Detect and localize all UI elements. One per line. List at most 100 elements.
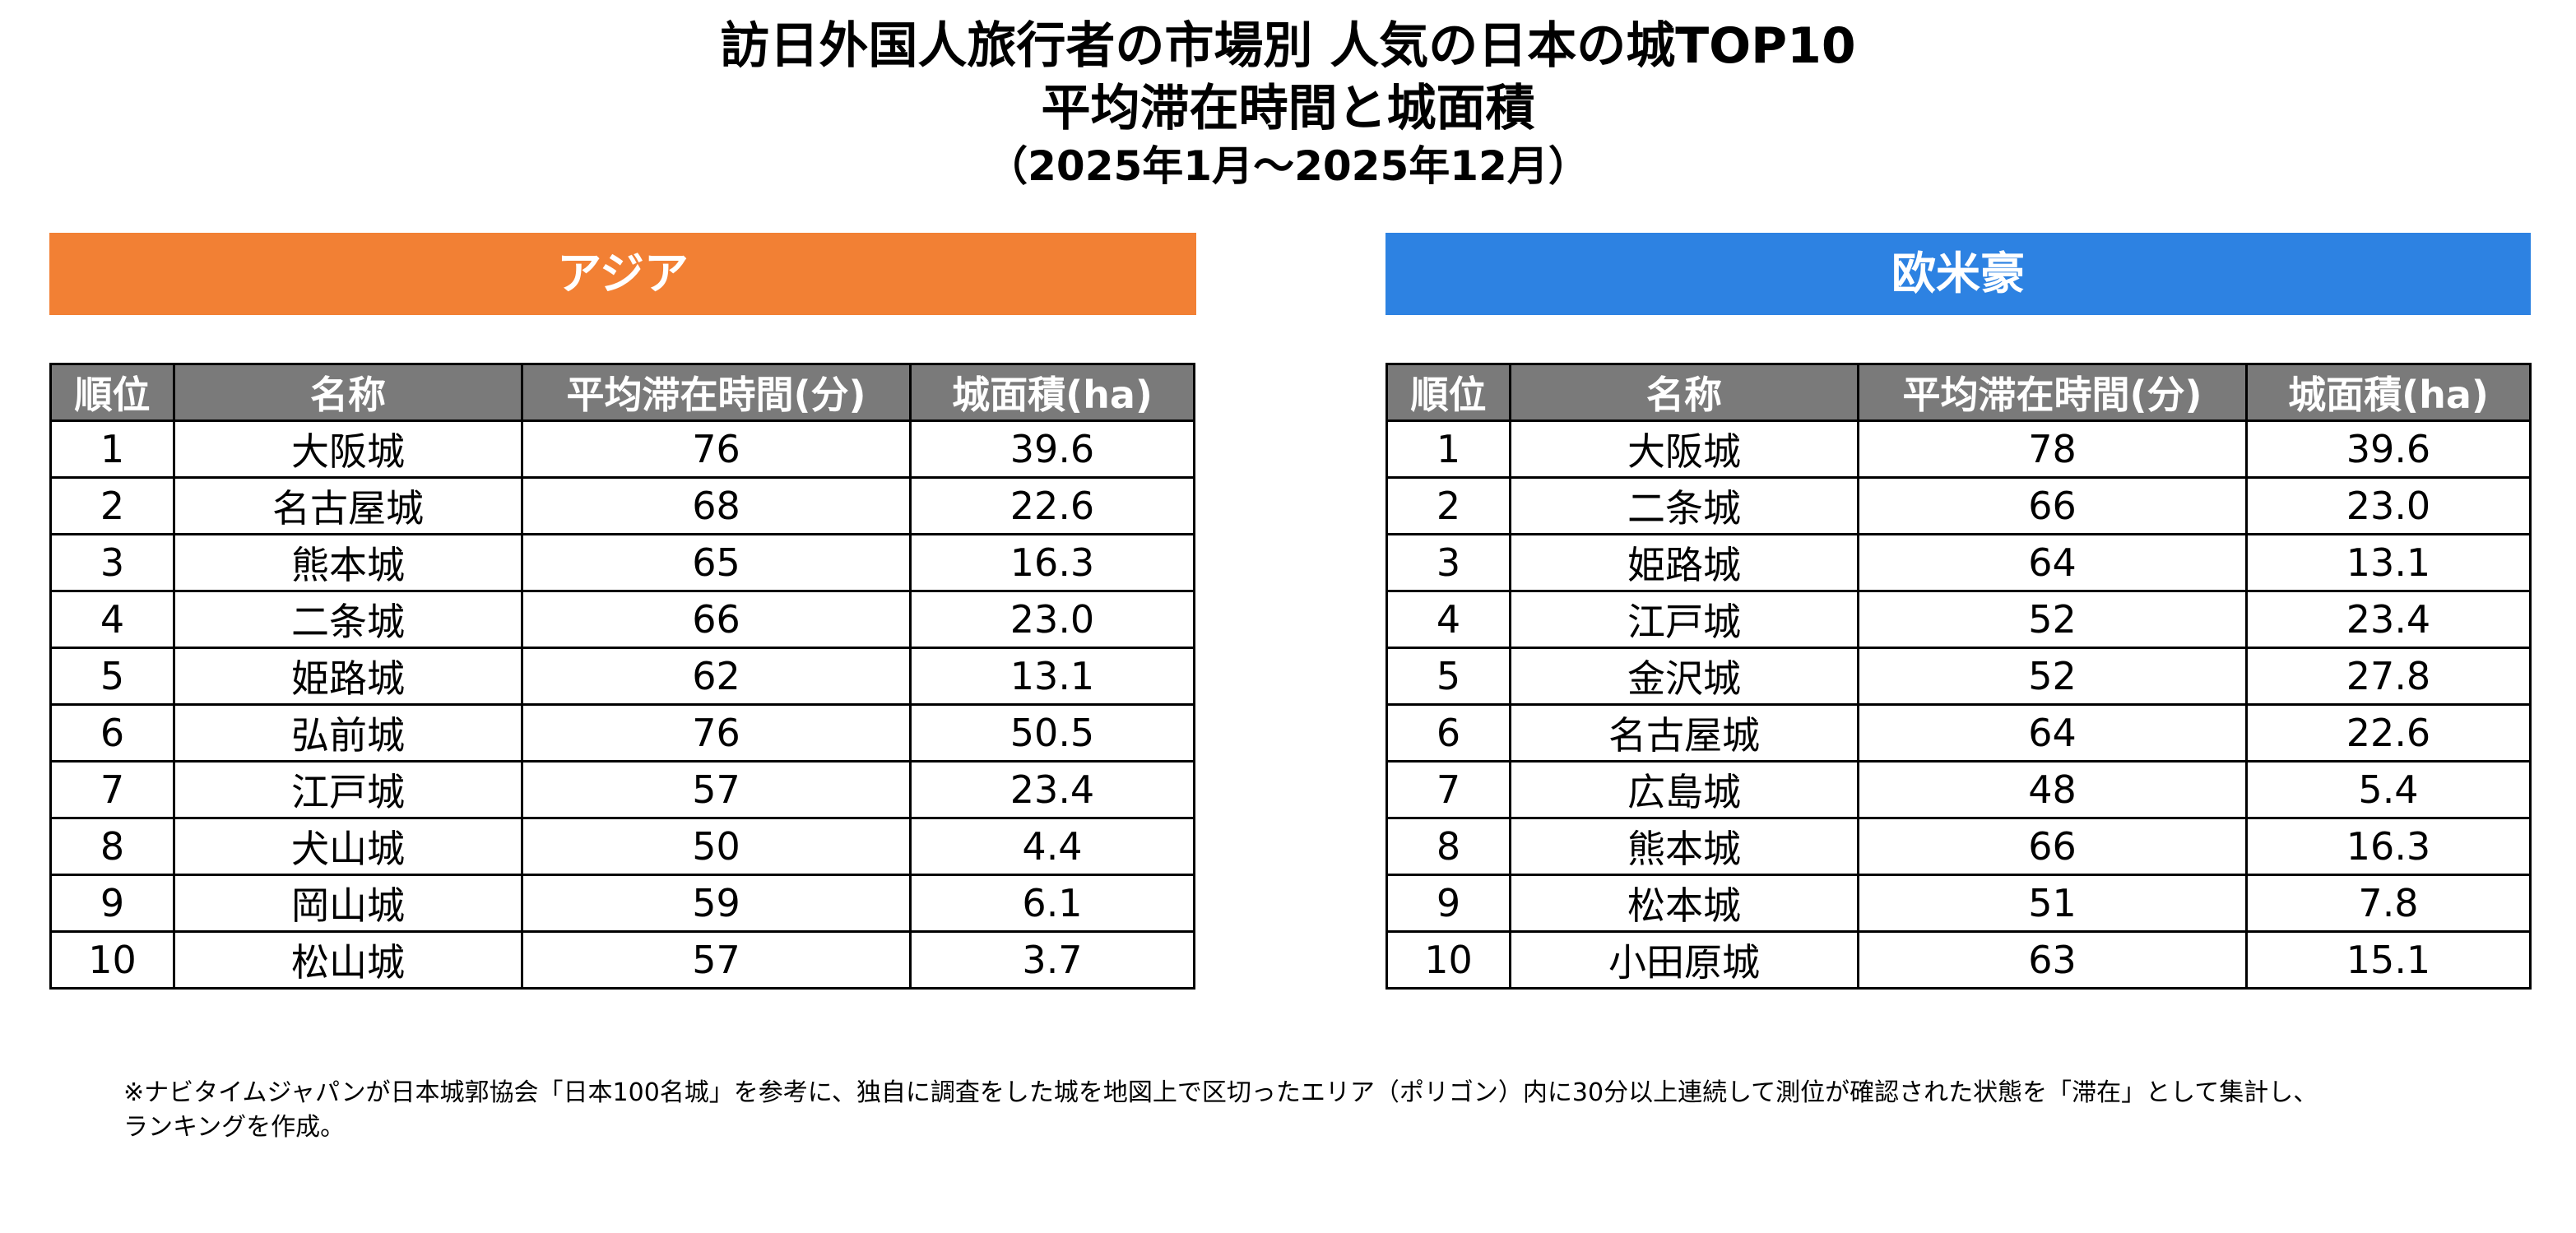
table-row: 5 金沢城 52 27.8	[1385, 647, 2532, 706]
area-cell: 23.0	[2245, 476, 2532, 535]
rank-cell: 10	[1385, 930, 1511, 990]
castle-name-cell: 松山城	[173, 930, 523, 990]
castle-name-cell: 熊本城	[1509, 817, 1859, 876]
table-row: 10 小田原城 63 15.1	[1385, 930, 2532, 990]
avg-stay-cell: 65	[521, 533, 912, 592]
castle-name-cell: 江戸城	[173, 760, 523, 819]
page-title: 訪日外国人旅行者の市場別 人気の日本の城TOP10 平均滞在時間と城面積 （20…	[0, 15, 2576, 192]
table-row: 9 松本城 51 7.8	[1385, 874, 2532, 933]
castle-name-cell: 小田原城	[1509, 930, 1859, 990]
column-header-rank: 順位	[49, 363, 175, 422]
castle-name-cell: 岡山城	[173, 874, 523, 933]
area-cell: 27.8	[2245, 647, 2532, 706]
column-header-name: 名称	[1509, 363, 1859, 422]
castle-name-cell: 弘前城	[173, 703, 523, 763]
table-header-row: 順位 名称 平均滞在時間(分) 城面積(ha)	[1385, 363, 2532, 422]
area-cell: 50.5	[909, 703, 1195, 763]
area-cell: 22.6	[2245, 703, 2532, 763]
avg-stay-cell: 64	[1857, 703, 2248, 763]
avg-stay-cell: 66	[521, 590, 912, 649]
table-row: 4 江戸城 52 23.4	[1385, 590, 2532, 649]
area-cell: 7.8	[2245, 874, 2532, 933]
rank-cell: 2	[49, 476, 175, 535]
table-row: 3 熊本城 65 16.3	[49, 533, 1195, 592]
castle-name-cell: 熊本城	[173, 533, 523, 592]
rank-cell: 1	[1385, 419, 1511, 479]
asia-ranking-table: 順位 名称 平均滞在時間(分) 城面積(ha) 1 大阪城 76 39.6 2 …	[49, 363, 1195, 990]
footnote-line-2: ランキングを作成。	[123, 1113, 346, 1142]
table-row: 8 犬山城 50 4.4	[49, 817, 1195, 876]
table-row: 1 大阪城 76 39.6	[49, 419, 1195, 479]
title-line-2: 平均滞在時間と城面積	[1041, 80, 1535, 137]
avg-stay-cell: 57	[521, 930, 912, 990]
avg-stay-cell: 64	[1857, 533, 2248, 592]
avg-stay-cell: 63	[1857, 930, 2248, 990]
rank-cell: 4	[1385, 590, 1511, 649]
avg-stay-cell: 68	[521, 476, 912, 535]
table-row: 9 岡山城 59 6.1	[49, 874, 1195, 933]
castle-name-cell: 金沢城	[1509, 647, 1859, 706]
avg-stay-cell: 52	[1857, 647, 2248, 706]
castle-name-cell: 名古屋城	[173, 476, 523, 535]
table-header-row: 順位 名称 平均滞在時間(分) 城面積(ha)	[49, 363, 1195, 422]
area-cell: 15.1	[2245, 930, 2532, 990]
column-header-area: 城面積(ha)	[2245, 363, 2532, 422]
area-cell: 23.4	[2245, 590, 2532, 649]
rank-cell: 9	[1385, 874, 1511, 933]
asia-section-header: アジア	[49, 233, 1196, 315]
column-header-avg-stay: 平均滞在時間(分)	[1857, 363, 2248, 422]
castle-name-cell: 大阪城	[1509, 419, 1859, 479]
avg-stay-cell: 76	[521, 703, 912, 763]
table-row: 6 弘前城 76 50.5	[49, 703, 1195, 763]
column-header-rank: 順位	[1385, 363, 1511, 422]
avg-stay-cell: 52	[1857, 590, 2248, 649]
area-cell: 16.3	[909, 533, 1195, 592]
area-cell: 13.1	[909, 647, 1195, 706]
castle-name-cell: 姫路城	[173, 647, 523, 706]
rank-cell: 1	[49, 419, 175, 479]
rank-cell: 2	[1385, 476, 1511, 535]
area-cell: 39.6	[909, 419, 1195, 479]
avg-stay-cell: 78	[1857, 419, 2248, 479]
rank-cell: 7	[1385, 760, 1511, 819]
area-cell: 16.3	[2245, 817, 2532, 876]
footnote-line-1: ※ナビタイムジャパンが日本城郭協会「日本100名城」を参考に、独自に調査をした城…	[123, 1078, 2318, 1107]
area-cell: 4.4	[909, 817, 1195, 876]
castle-name-cell: 江戸城	[1509, 590, 1859, 649]
table-row: 4 二条城 66 23.0	[49, 590, 1195, 649]
area-cell: 5.4	[2245, 760, 2532, 819]
rank-cell: 9	[49, 874, 175, 933]
avg-stay-cell: 62	[521, 647, 912, 706]
west-section-header: 欧米豪	[1385, 233, 2531, 315]
west-ranking-table: 順位 名称 平均滞在時間(分) 城面積(ha) 1 大阪城 78 39.6 2 …	[1385, 363, 2532, 990]
area-cell: 22.6	[909, 476, 1195, 535]
castle-name-cell: 広島城	[1509, 760, 1859, 819]
castle-name-cell: 二条城	[1509, 476, 1859, 535]
column-header-area: 城面積(ha)	[909, 363, 1195, 422]
table-row: 7 広島城 48 5.4	[1385, 760, 2532, 819]
table-row: 6 名古屋城 64 22.6	[1385, 703, 2532, 763]
area-cell: 3.7	[909, 930, 1195, 990]
table-row: 2 二条城 66 23.0	[1385, 476, 2532, 535]
rank-cell: 7	[49, 760, 175, 819]
castle-name-cell: 名古屋城	[1509, 703, 1859, 763]
column-header-avg-stay: 平均滞在時間(分)	[521, 363, 912, 422]
title-line-1: 訪日外国人旅行者の市場別 人気の日本の城TOP10	[720, 17, 1856, 75]
castle-name-cell: 松本城	[1509, 874, 1859, 933]
area-cell: 13.1	[2245, 533, 2532, 592]
castle-name-cell: 犬山城	[173, 817, 523, 876]
area-cell: 23.4	[909, 760, 1195, 819]
table-row: 7 江戸城 57 23.4	[49, 760, 1195, 819]
rank-cell: 3	[1385, 533, 1511, 592]
table-row: 3 姫路城 64 13.1	[1385, 533, 2532, 592]
avg-stay-cell: 66	[1857, 817, 2248, 876]
area-cell: 6.1	[909, 874, 1195, 933]
table-row: 8 熊本城 66 16.3	[1385, 817, 2532, 876]
footnote: ※ナビタイムジャパンが日本城郭協会「日本100名城」を参考に、独自に調査をした城…	[123, 1076, 2542, 1145]
avg-stay-cell: 51	[1857, 874, 2248, 933]
table-row: 1 大阪城 78 39.6	[1385, 419, 2532, 479]
rank-cell: 6	[1385, 703, 1511, 763]
area-cell: 39.6	[2245, 419, 2532, 479]
table-row: 10 松山城 57 3.7	[49, 930, 1195, 990]
rank-cell: 8	[49, 817, 175, 876]
